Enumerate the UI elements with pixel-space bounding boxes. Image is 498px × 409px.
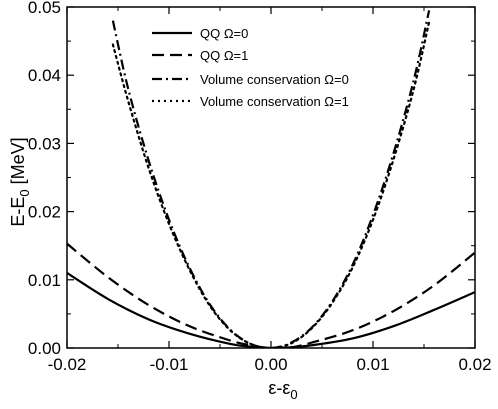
legend-label: QQ Ω=0 [200, 26, 248, 41]
y-tick-label: 0.04 [28, 66, 61, 85]
y-tick-label: 0.03 [28, 134, 61, 153]
legend-label: Volume conservation Ω=1 [200, 94, 349, 109]
series-line-solid [67, 272, 475, 348]
x-tick-label: -0.02 [48, 355, 87, 374]
series-line-dashed [67, 242, 475, 348]
x-axis-label-sub: 0 [290, 387, 297, 402]
y-axis-label: E-E0 [MeV] [8, 137, 32, 226]
y-axis-label-main: E-E [8, 197, 28, 227]
plot-frame [66, 6, 476, 349]
legend-label: QQ Ω=1 [200, 48, 248, 63]
x-tick-label: -0.01 [150, 355, 189, 374]
x-tick-label: 0.01 [356, 355, 389, 374]
y-tick-label: 0.02 [28, 203, 61, 222]
y-axis-label-unit: [MeV] [8, 137, 28, 189]
series-layer [67, 10, 475, 348]
ticks-layer: -0.02 -0.01 0.00 0.01 0.02 0.00 0.01 0.02 0.03 0.… [28, 0, 492, 374]
y-axis-label-sub: 0 [17, 189, 32, 196]
x-axis-label: ε-ε0 [268, 378, 297, 402]
x-tick-label: 0.02 [458, 355, 491, 374]
series-line-dotted [111, 20, 431, 348]
y-tick-label: 0.05 [28, 0, 61, 17]
y-tick-label: 0.01 [28, 271, 61, 290]
series-line-dashdot [111, 10, 431, 348]
x-axis-label-main: ε-ε [268, 378, 290, 398]
x-tick-label: 0.00 [254, 355, 287, 374]
y-tick-label: 0.00 [28, 339, 61, 358]
legend-label: Volume conservation Ω=0 [200, 72, 349, 87]
legend: QQ Ω=0 QQ Ω=1 Volume conservation Ω=0 Volum… [152, 26, 349, 109]
